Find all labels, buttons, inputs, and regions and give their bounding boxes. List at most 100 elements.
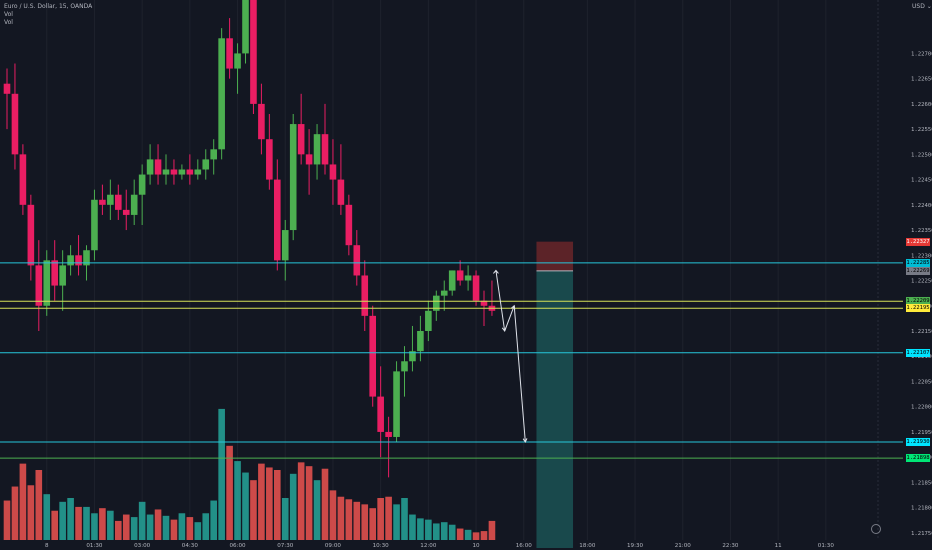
- volume-bar: [27, 485, 35, 540]
- grid-layer: [46, 0, 879, 540]
- time-tick-label: 21:00: [675, 543, 692, 549]
- volume-bar: [464, 529, 472, 540]
- forecast-segment: [504, 305, 515, 332]
- time-tick-label: 03:00: [134, 543, 151, 549]
- candle-body: [440, 290, 448, 296]
- volume-bar: [226, 445, 233, 540]
- time-tick-label: 04:30: [182, 543, 199, 549]
- volume-bar: [242, 472, 249, 540]
- volume-bar: [417, 518, 424, 540]
- volume-bar: [289, 473, 297, 540]
- candle-body: [91, 199, 98, 251]
- candle-body: [43, 260, 51, 306]
- time-tick-label: 01:30: [86, 543, 103, 549]
- indicator-volume-2[interactable]: Vol: [4, 19, 13, 26]
- candle-body: [3, 83, 11, 94]
- candle-body: [297, 124, 305, 155]
- volume-bar: [361, 504, 369, 540]
- volume-bar: [218, 408, 225, 540]
- candle-body: [130, 194, 138, 215]
- volume-bar: [130, 517, 138, 540]
- candle-body: [274, 179, 281, 261]
- volume-bar: [138, 501, 146, 540]
- volume-bar: [313, 480, 321, 540]
- volume-layer: [3, 408, 496, 540]
- price-tick-label: 1.22350: [911, 228, 932, 234]
- price-tick-label: 1.22600: [911, 102, 932, 108]
- time-tick-label: 06:00: [229, 543, 246, 549]
- candle-body: [19, 154, 27, 205]
- candle-body: [448, 270, 456, 291]
- volume-bar: [35, 470, 43, 540]
- indicator-volume-1[interactable]: Vol: [4, 11, 13, 18]
- volume-bar: [115, 520, 122, 540]
- volume-bar: [162, 515, 170, 540]
- clock-settings-icon[interactable]: [871, 524, 881, 534]
- candle-body: [242, 0, 249, 54]
- candle-body: [115, 194, 122, 210]
- candle-body: [250, 0, 257, 104]
- forecast-arrowhead: [493, 269, 499, 274]
- time-tick-label: 10:30: [373, 543, 390, 549]
- candle-body: [170, 169, 178, 175]
- candle-body: [11, 93, 19, 155]
- time-tick-label: 07:30: [277, 543, 294, 549]
- price-badge: 1.22195: [906, 304, 930, 313]
- candle-body: [67, 255, 74, 266]
- candle-body: [107, 194, 114, 205]
- candle-body: [377, 396, 384, 432]
- candle-body: [202, 159, 210, 170]
- candle-body: [393, 371, 400, 437]
- forecast-arrows: [493, 269, 528, 444]
- candle-body: [162, 169, 170, 175]
- candle-body: [480, 300, 488, 306]
- horizontal-lines-layer: [0, 262, 903, 459]
- volume-bar: [194, 522, 202, 540]
- candle-body: [337, 179, 345, 205]
- candle-body: [146, 159, 154, 175]
- volume-bar: [258, 463, 265, 540]
- volume-bar: [297, 462, 305, 540]
- volume-bar: [122, 514, 130, 540]
- candle-body: [75, 255, 82, 266]
- volume-bar: [393, 504, 400, 540]
- candle-body: [433, 295, 440, 311]
- volume-bar: [146, 514, 154, 540]
- price-tick-label: 1.22100: [911, 354, 932, 360]
- candle-body: [154, 159, 162, 175]
- forecast-segment: [495, 270, 506, 332]
- currency-selector[interactable]: USD ⌄: [912, 3, 932, 10]
- price-tick-label: 1.22650: [911, 77, 932, 83]
- candle-body: [456, 270, 464, 281]
- price-tick-label: 1.22050: [911, 379, 932, 385]
- price-tick-label: 1.22150: [911, 329, 932, 335]
- volume-bar: [456, 528, 464, 540]
- volume-bar: [178, 513, 186, 540]
- volume-bar: [43, 494, 51, 540]
- price-badge: 1.22327: [906, 237, 930, 246]
- time-tick-label: 10: [472, 543, 480, 549]
- price-badge: 1.22107: [906, 348, 930, 357]
- candle-body: [122, 209, 130, 215]
- candle-body: [27, 204, 35, 266]
- time-tick-label: 8: [45, 543, 49, 549]
- position-tool: [536, 241, 574, 548]
- volume-bar: [321, 468, 329, 540]
- candle-body: [138, 174, 146, 195]
- candle-body: [266, 139, 273, 180]
- candle-body: [305, 154, 313, 165]
- symbol-title[interactable]: Euro / U.S. Dollar, 15, OANDA: [4, 3, 93, 10]
- volume-bar: [19, 463, 27, 540]
- candle-body: [51, 260, 58, 286]
- price-tick-label: 1.22250: [911, 279, 932, 285]
- time-tick-label: 22:30: [722, 543, 739, 549]
- volume-bar: [266, 467, 273, 540]
- volume-bar: [281, 498, 289, 540]
- volume-bar: [274, 470, 281, 540]
- time-tick-label: 19:30: [627, 543, 644, 549]
- volume-bar: [433, 523, 440, 540]
- axis-layer: 1.22700 1.22650 1.22600 1.22550 1.22500 1.224…: [45, 51, 932, 549]
- price-badge: 1.22269: [906, 266, 930, 275]
- candle-body: [218, 38, 225, 150]
